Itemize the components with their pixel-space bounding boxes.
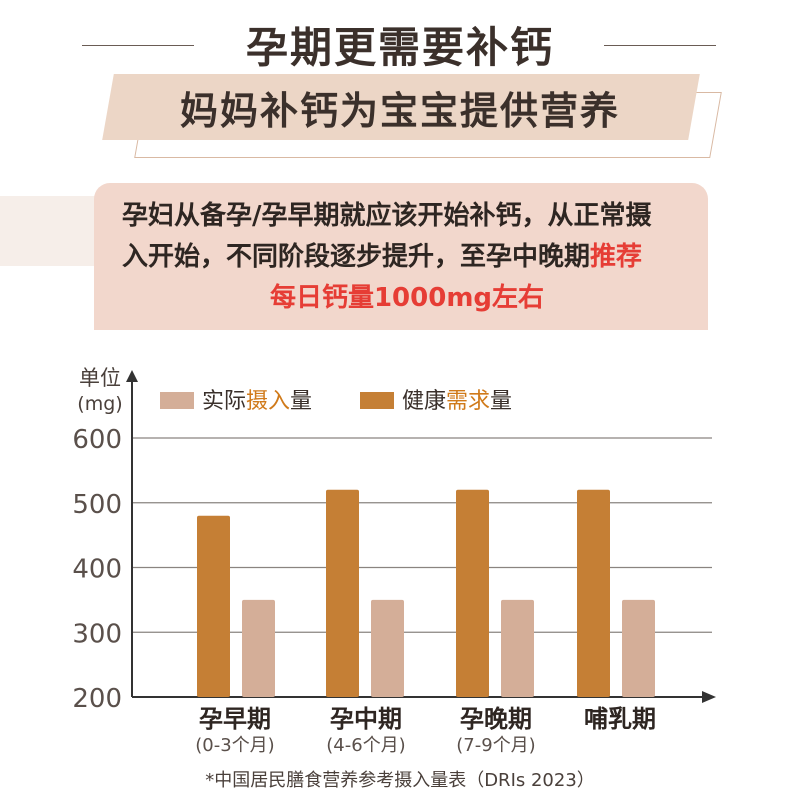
legend-label-part: 摄入 [246,389,290,414]
y-tick-label: 400 [72,555,122,585]
bar-actual [371,599,404,697]
callout-text: 孕妇从备孕/孕早期就应该开始补钙，从正常摄 入开始，不同阶段逐步提升，至孕中晚期… [122,196,692,319]
unit-label-mg: (mg) [77,393,122,415]
bar-required [326,489,359,697]
bar-actual [501,599,534,697]
legend-label: 健康需求量 [402,389,512,414]
legend-swatch [160,392,194,409]
source-note: *中国居民膳食营养参考摄入量表（DRIs 2023） [205,770,595,791]
bar-required [456,489,489,697]
y-tick-label: 600 [72,425,122,455]
title-line-left [82,45,194,46]
y-tick-label: 200 [72,684,122,714]
bar-required [197,515,230,697]
x-category-note: (7-9个月) [456,735,535,756]
title-line-right [604,45,716,46]
side-decoration [0,196,100,266]
legend-swatch [360,392,394,409]
callout-box [94,183,708,330]
bar-required [577,489,610,697]
bar-actual [622,599,655,697]
legend-label-part: 量 [490,389,512,414]
legend-label-part: 健康 [402,389,446,414]
legend-label: 实际摄入量 [202,389,312,414]
x-axis-arrow [702,691,716,703]
page-subtitle: 妈妈补钙为宝宝提供营养 [179,89,620,133]
legend-label-part: 需求 [446,389,490,414]
x-category-label: 哺乳期 [584,705,656,733]
legend-label-part: 实际 [202,389,246,414]
y-axis-arrow [126,370,138,382]
x-category-label: 孕早期 [199,705,271,733]
x-category-label: 孕晚期 [460,705,532,733]
x-category-note: (4-6个月) [326,735,405,756]
callout-highlight-recommend: 推荐 [590,242,643,272]
callout-line-2: 入开始，不同阶段逐步提升，至孕中晚期 [122,242,591,272]
y-tick-label: 300 [72,619,122,649]
legend-label-part: 量 [290,389,312,414]
callout-highlight-amount: 每日钙量1000mg左右 [269,283,545,313]
page-title: 孕期更需要补钙 [245,23,554,72]
unit-label: 单位 [79,366,121,390]
x-category-label: 孕中期 [330,705,402,733]
y-tick-label: 500 [72,490,122,520]
callout-line-1: 孕妇从备孕/孕早期就应该开始补钙，从正常摄 [122,201,652,231]
bar-actual [242,599,275,697]
title-row: 孕期更需要补钙 [0,10,800,72]
x-category-note: (0-3个月) [195,735,274,756]
